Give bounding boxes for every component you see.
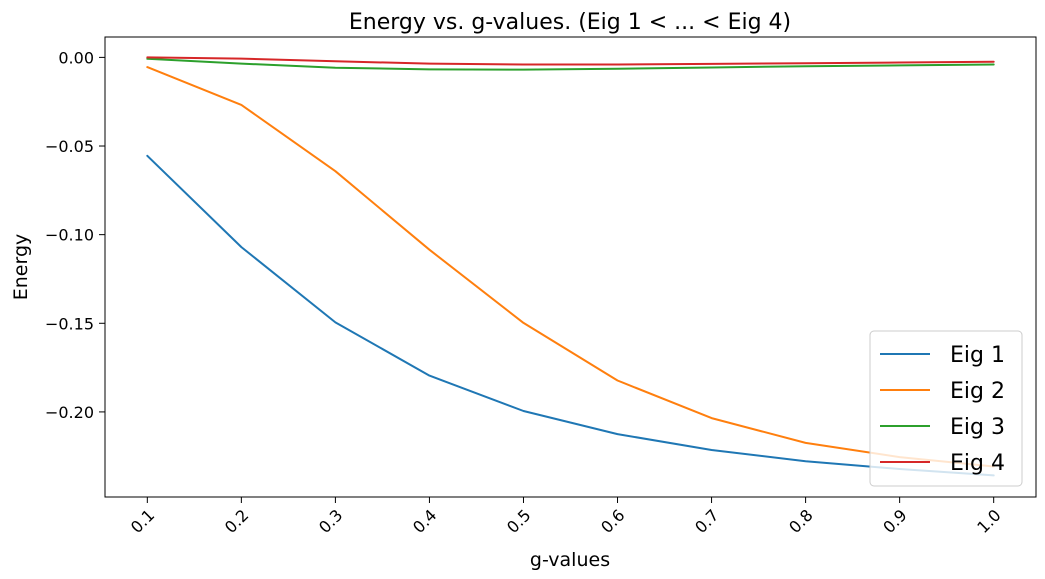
- x-tick-label: 0.6: [597, 506, 628, 537]
- y-tick-label: −0.20: [45, 403, 94, 422]
- series-line-2: [146, 66, 995, 468]
- x-tick-label: 0.2: [221, 506, 252, 537]
- y-tick-label: −0.05: [45, 137, 94, 156]
- legend-label-2: Eig 2: [950, 379, 1005, 404]
- legend-label-4: Eig 4: [950, 451, 1005, 476]
- x-axis-label: g-values: [530, 549, 610, 571]
- plot-frame: [104, 36, 1037, 498]
- y-tick-label: −0.10: [45, 226, 94, 245]
- y-tick-label: 0.00: [58, 48, 94, 67]
- legend-box: [869, 330, 1023, 487]
- x-tick-label: 0.1: [127, 506, 158, 537]
- plot-lines: [146, 56, 995, 477]
- x-tick-label: 0.3: [315, 506, 346, 537]
- x-tick-label: 1.0: [973, 506, 1004, 537]
- x-tick-label: 0.7: [691, 506, 722, 537]
- legend-label-3: Eig 3: [950, 415, 1005, 440]
- x-tick-label: 0.8: [785, 506, 816, 537]
- chart-title: Energy vs. g-values. (Eig 1 < ... < Eig …: [349, 10, 791, 35]
- x-tick-label: 0.9: [879, 506, 910, 537]
- series-line-1: [146, 154, 995, 477]
- x-tick-label: 0.5: [503, 506, 534, 537]
- y-tick-label: −0.15: [45, 314, 94, 333]
- series-line-3: [146, 57, 995, 71]
- legend-label-1: Eig 1: [950, 343, 1005, 368]
- x-tick-label: 0.4: [409, 506, 440, 537]
- y-axis: 0.00 −0.05 −0.10 −0.15 −0.20: [45, 48, 105, 422]
- y-axis-label: Energy: [10, 234, 32, 301]
- series-line-4: [146, 56, 995, 66]
- x-axis: 0.1 0.2 0.3 0.4 0.5 0.6 0.7 0.8 0.9 1.0: [127, 497, 1005, 537]
- legend: Eig 1 Eig 2 Eig 3 Eig 4: [869, 330, 1023, 487]
